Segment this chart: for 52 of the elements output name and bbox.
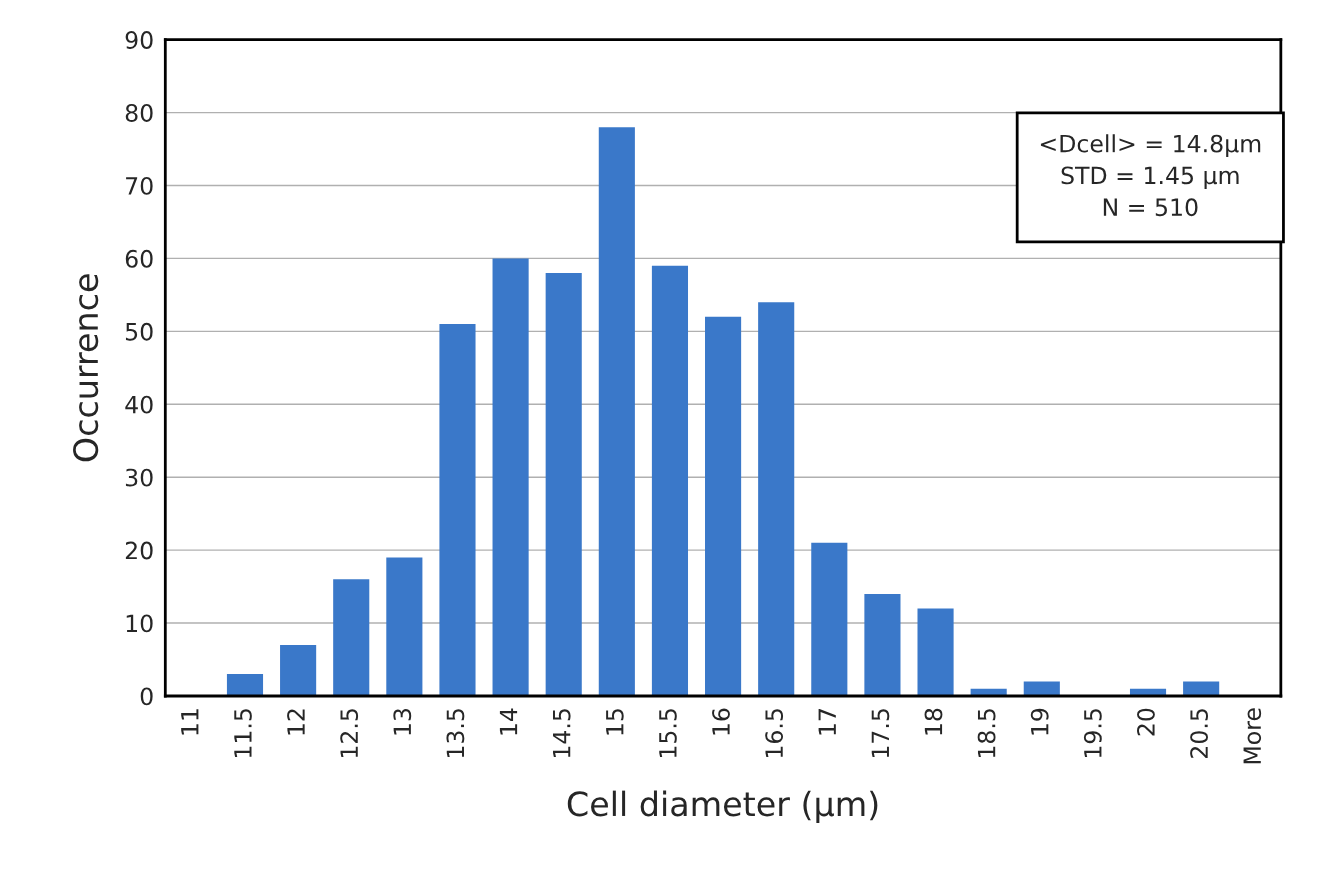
- annotation: N = 510: [1103, 198, 1198, 217]
- x-axis-title: Cell diameter (µm): [567, 790, 878, 823]
- bar: [226, 674, 264, 696]
- bar: [492, 258, 529, 696]
- y-tick-label: 10: [126, 614, 153, 633]
- y-tick-label: 50: [125, 322, 153, 341]
- y-axis-title: Occurrence: [73, 274, 99, 462]
- bar: [1023, 681, 1060, 696]
- x-tick-label: 16: [712, 708, 730, 735]
- bar: [386, 557, 423, 696]
- x-tick-label: 19: [1030, 708, 1049, 735]
- x-tick-label: 17.5: [871, 709, 890, 758]
- x-tick-label: More: [1243, 708, 1262, 764]
- bar: [864, 593, 901, 696]
- bar: [545, 273, 582, 696]
- bar: [705, 316, 742, 696]
- x-tick-label: 14.5: [553, 709, 571, 758]
- bar: [333, 579, 370, 696]
- x-tick-label: 13.5: [446, 709, 465, 758]
- bar: [651, 265, 689, 696]
- y-tick-label: 20: [125, 541, 153, 560]
- x-tick-label: 16.5: [765, 709, 784, 758]
- bar: [758, 302, 795, 696]
- y-tick-label: 90: [125, 31, 153, 49]
- bar: [280, 644, 317, 696]
- x-tick-label: 15.5: [659, 709, 677, 758]
- x-tick-label: 20.5: [1190, 709, 1208, 758]
- bar: [917, 608, 954, 696]
- x-tick-label: 11.5: [234, 709, 252, 758]
- annotation: STD = 1.45 µm: [1061, 166, 1239, 189]
- x-tick-label: 14: [499, 708, 518, 735]
- x-tick-label: 17: [818, 709, 836, 735]
- bar: [598, 127, 635, 696]
- y-tick-label: 40: [125, 395, 153, 414]
- bar: [1183, 681, 1220, 696]
- x-tick-label: 12: [287, 709, 305, 735]
- y-tick-label: 30: [125, 468, 153, 487]
- x-tick-label: 11: [181, 709, 199, 735]
- x-tick-label: 13: [393, 708, 412, 735]
- y-tick-label: 60: [125, 249, 153, 268]
- x-tick-label: 18: [924, 708, 943, 735]
- annotation: <Dcell> = 14.8µm: [1040, 134, 1261, 158]
- x-tick-label: 15: [606, 709, 624, 735]
- y-tick-label: 80: [125, 104, 153, 122]
- x-tick-label: 18.5: [977, 709, 996, 758]
- y-tick-label: 70: [126, 176, 153, 195]
- bar: [811, 542, 848, 696]
- x-tick-label: 19.5: [1083, 709, 1102, 758]
- x-tick-label: 12.5: [340, 709, 359, 758]
- x-tick-label: 20: [1137, 708, 1155, 736]
- bar: [439, 324, 476, 696]
- y-tick-label: 0: [140, 687, 153, 706]
